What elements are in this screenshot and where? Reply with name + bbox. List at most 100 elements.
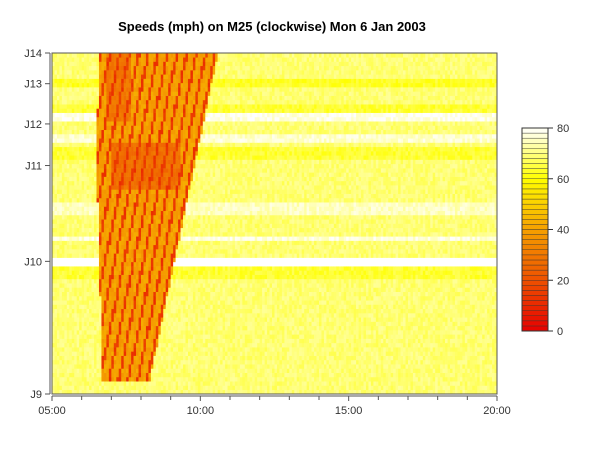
heatmap-cell: [113, 236, 117, 241]
heatmap-cell: [54, 270, 58, 275]
heatmap-cell: [190, 372, 194, 378]
heatmap-cell: [145, 159, 149, 165]
heatmap-cell: [136, 206, 139, 212]
heatmap-cell: [79, 325, 82, 331]
heatmap-cell: [76, 74, 80, 79]
heatmap-cell: [52, 223, 55, 229]
heatmap-cell: [54, 176, 58, 182]
heatmap-cell: [150, 185, 154, 190]
heatmap-cell: [160, 317, 164, 322]
heatmap-cell: [94, 368, 97, 373]
heatmap-cell: [101, 104, 105, 109]
heatmap-cell: [173, 197, 176, 203]
heatmap-cell: [136, 253, 139, 258]
heatmap-cell: [116, 146, 120, 152]
heatmap-cell: [101, 210, 105, 216]
heatmap-cell: [101, 249, 105, 254]
heatmap-cell: [143, 87, 147, 92]
heatmap-cell: [56, 197, 60, 203]
heatmap-cell: [202, 82, 206, 88]
heatmap-cell: [168, 351, 171, 356]
heatmap-cell: [178, 185, 181, 190]
heatmap-cell: [64, 376, 68, 382]
heatmap-cell: [148, 142, 152, 148]
heatmap-cell: [79, 70, 82, 75]
heatmap-cell: [121, 202, 124, 207]
heatmap-cell: [165, 108, 169, 113]
heatmap-cell: [84, 197, 87, 203]
heatmap-cell: [118, 321, 122, 327]
heatmap-cell: [126, 57, 129, 62]
heatmap-cell: [148, 125, 152, 131]
heatmap-cell: [123, 121, 127, 126]
heatmap-cell: [160, 74, 164, 79]
heatmap-cell: [175, 321, 179, 327]
heatmap-cell: [91, 227, 95, 233]
heatmap-cell: [56, 146, 60, 152]
heatmap-cell: [96, 274, 100, 280]
heatmap-cell: [168, 334, 171, 339]
heatmap-cell: [91, 351, 95, 356]
heatmap-cell: [133, 172, 137, 177]
heatmap-cell: [145, 142, 149, 148]
heatmap-cell: [94, 202, 97, 207]
heatmap-cell: [160, 219, 164, 224]
heatmap-cell: [138, 70, 142, 75]
heatmap-cell: [91, 159, 95, 165]
heatmap-cell: [180, 287, 184, 292]
heatmap-cell: [76, 249, 80, 254]
heatmap-cell: [180, 193, 184, 199]
heatmap-cell: [116, 385, 120, 391]
heatmap-cell: [180, 295, 184, 301]
heatmap-cell: [143, 142, 147, 148]
heatmap-cell: [153, 53, 157, 58]
heatmap-cell: [195, 385, 199, 391]
heatmap-cell: [128, 291, 132, 297]
heatmap-cell: [98, 283, 102, 288]
heatmap-cell: [56, 99, 60, 105]
heatmap-cell: [175, 129, 179, 135]
heatmap-cell: [74, 351, 78, 356]
heatmap-cell: [202, 189, 206, 194]
heatmap-cell: [54, 206, 58, 212]
heatmap-cell: [91, 108, 95, 113]
heatmap-cell: [197, 364, 201, 369]
heatmap-cell: [192, 364, 196, 369]
heatmap-cell: [96, 300, 100, 305]
heatmap-cell: [170, 121, 174, 126]
heatmap-cell: [81, 61, 85, 67]
heatmap-cell: [197, 168, 201, 173]
heatmap-cell: [126, 351, 129, 356]
heatmap-cell: [150, 210, 154, 216]
heatmap-cell: [170, 210, 174, 216]
heatmap-cell: [108, 372, 112, 378]
heatmap-cell: [89, 261, 92, 267]
heatmap-cell: [145, 359, 149, 365]
heatmap-cell: [192, 133, 196, 139]
heatmap-cell: [187, 338, 191, 344]
heatmap-cell: [178, 155, 181, 160]
heatmap-cell: [153, 133, 157, 139]
heatmap-cell: [148, 206, 152, 212]
heatmap-cell: [148, 283, 152, 288]
heatmap-cell: [84, 287, 87, 292]
heatmap-cell: [56, 189, 60, 194]
heatmap-cell: [123, 232, 127, 237]
heatmap-cell: [197, 381, 201, 386]
heatmap-cell: [155, 116, 159, 122]
heatmap-cell: [158, 368, 162, 373]
heatmap-cell: [178, 274, 181, 280]
heatmap-cell: [64, 300, 68, 305]
heatmap-cell: [84, 65, 87, 71]
heatmap-cell: [163, 155, 167, 160]
heatmap-cell: [158, 99, 162, 105]
heatmap-cell: [123, 206, 127, 212]
heatmap-cell: [165, 389, 169, 395]
heatmap-cell: [133, 227, 137, 233]
heatmap-cell: [202, 202, 206, 207]
heatmap-cell: [148, 210, 152, 216]
heatmap-cell: [143, 385, 147, 391]
heatmap-cell: [187, 381, 191, 386]
heatmap-cell: [192, 223, 196, 229]
heatmap-cell: [54, 389, 58, 395]
